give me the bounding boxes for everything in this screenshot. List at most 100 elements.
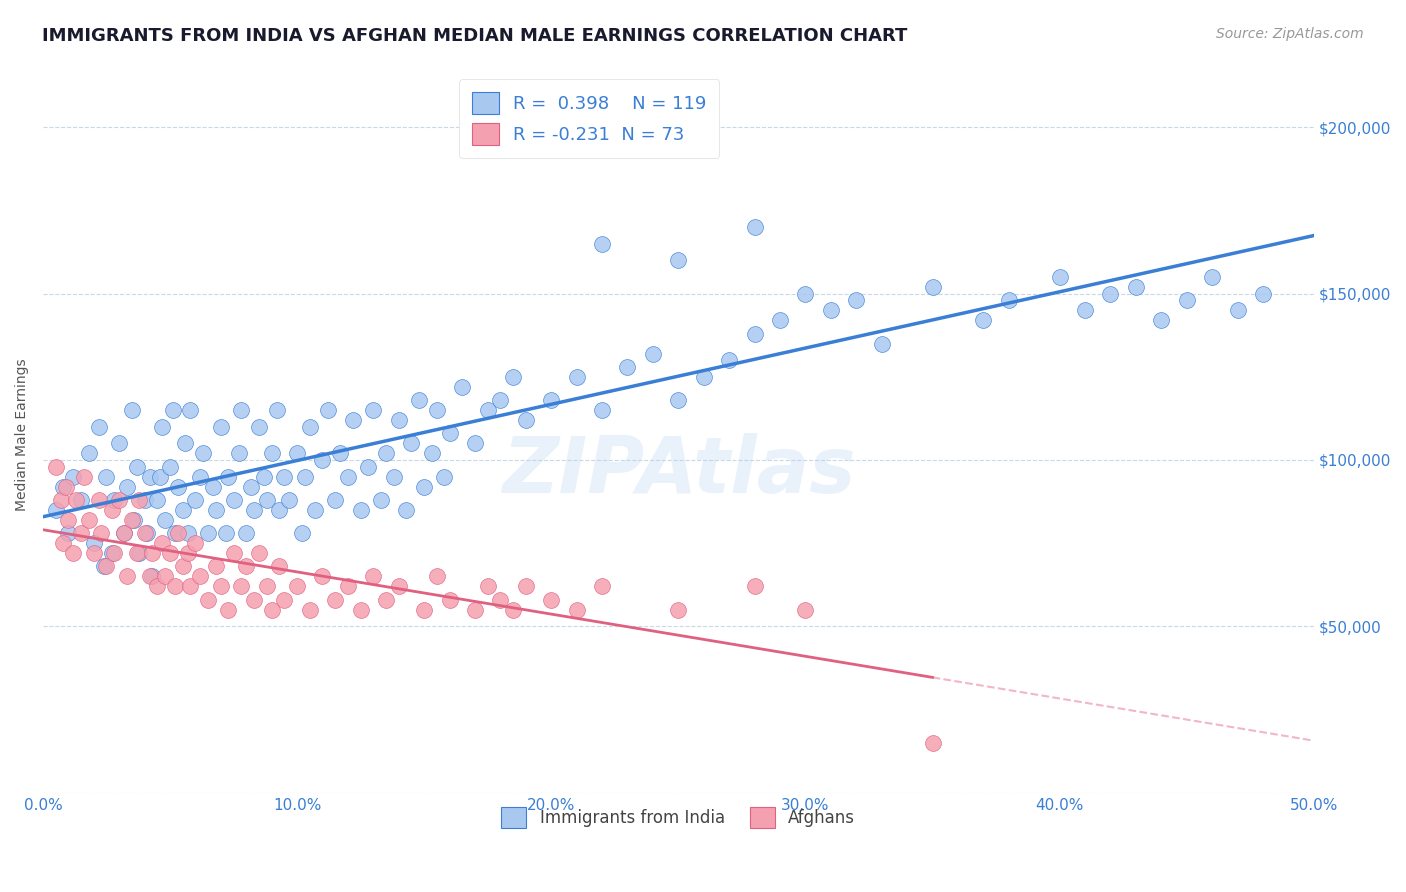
Point [464,603,486,617]
Point [108,436,131,450]
Point [93,559,115,574]
Point [477,579,499,593]
Point [388,413,411,427]
Point [921,280,943,294]
Point [172,559,194,574]
Point [124,513,146,527]
Point [408,393,430,408]
Point [298,603,321,617]
Point [191,446,214,460]
Point [70,526,93,541]
Point [401,436,423,450]
Point [375,592,398,607]
Point [357,459,380,474]
Point [159,546,181,560]
Point [100,546,122,560]
Point [304,503,326,517]
Point [141,569,163,583]
Point [413,480,436,494]
Point [1251,286,1274,301]
Point [439,426,461,441]
Point [395,503,418,517]
Point [222,492,245,507]
Point [489,393,512,408]
Point [146,579,169,593]
Point [565,369,588,384]
Point [112,526,135,541]
Point [298,419,321,434]
Point [794,286,817,301]
Point [138,569,160,583]
Point [336,469,359,483]
Point [291,526,314,541]
Point [693,369,716,384]
Point [1150,313,1173,327]
Point [45,459,67,474]
Point [641,346,664,360]
Point [202,480,225,494]
Point [177,546,200,560]
Point [1049,270,1071,285]
Point [464,436,486,450]
Point [45,503,67,517]
Point [666,603,689,617]
Point [616,359,638,374]
Point [65,492,87,507]
Point [90,526,112,541]
Point [204,559,226,574]
Point [336,579,359,593]
Point [243,503,266,517]
Point [260,446,283,460]
Point [184,536,207,550]
Point [179,579,201,593]
Point [363,569,385,583]
Point [278,492,301,507]
Point [1099,286,1122,301]
Point [235,526,257,541]
Point [1125,280,1147,294]
Point [540,592,562,607]
Point [256,579,278,593]
Point [77,513,100,527]
Point [166,526,188,541]
Point [149,469,172,483]
Point [744,220,766,235]
Point [243,592,266,607]
Point [845,293,868,308]
Point [591,579,613,593]
Point [177,526,200,541]
Point [744,326,766,341]
Point [921,736,943,750]
Point [70,492,93,507]
Point [87,492,110,507]
Point [228,446,250,460]
Point [87,419,110,434]
Point [115,480,138,494]
Point [349,503,371,517]
Point [972,313,994,327]
Point [146,492,169,507]
Point [451,380,474,394]
Text: IMMIGRANTS FROM INDIA VS AFGHAN MEDIAN MALE EARNINGS CORRELATION CHART: IMMIGRANTS FROM INDIA VS AFGHAN MEDIAN M… [42,27,907,45]
Point [165,526,187,541]
Point [103,492,125,507]
Point [83,536,105,550]
Point [489,592,512,607]
Point [240,480,263,494]
Point [266,403,288,417]
Point [794,603,817,617]
Point [121,513,143,527]
Y-axis label: Median Male Earnings: Median Male Earnings [15,359,30,511]
Point [125,546,148,560]
Point [323,592,346,607]
Point [316,403,339,417]
Point [515,413,537,427]
Point [820,303,842,318]
Point [121,403,143,417]
Point [363,403,385,417]
Point [1175,293,1198,308]
Point [179,403,201,417]
Point [413,603,436,617]
Point [247,546,270,560]
Point [515,579,537,593]
